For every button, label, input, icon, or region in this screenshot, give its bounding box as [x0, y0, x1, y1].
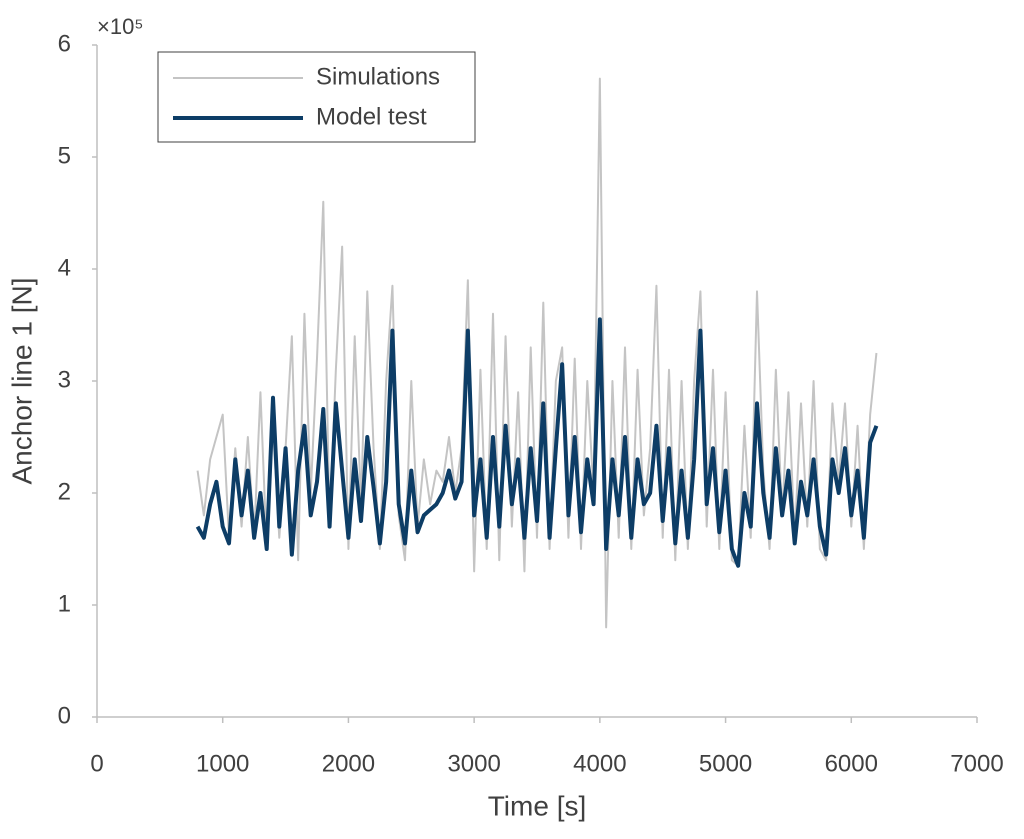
legend-label: Model test [316, 103, 427, 130]
y-tick-label: 2 [58, 478, 71, 505]
y-axis-label: Anchor line 1 [N] [6, 278, 37, 485]
legend-box [157, 51, 476, 143]
series-line [196, 77, 878, 629]
legend-label: Simulations [316, 63, 440, 90]
x-tick-label: 0 [90, 750, 103, 777]
x-tick-label: 5000 [699, 750, 752, 777]
x-tick-label: 3000 [447, 750, 500, 777]
x-axis-label: Time [s] [488, 790, 587, 821]
y-tick-label: 5 [58, 142, 71, 169]
y-multiplier: ×10⁵ [97, 14, 143, 39]
y-tick-label: 6 [58, 30, 71, 57]
y-tick-label: 4 [58, 254, 71, 281]
series-line [195, 317, 879, 568]
y-tick-label: 1 [58, 590, 71, 617]
x-tick-label: 1000 [196, 750, 249, 777]
x-tick-label: 6000 [825, 750, 878, 777]
x-tick-label: 2000 [322, 750, 375, 777]
x-tick-label: 4000 [573, 750, 626, 777]
x-tick-label: 7000 [950, 750, 1003, 777]
y-tick-label: 3 [58, 366, 71, 393]
y-tick-label: 0 [58, 702, 71, 729]
